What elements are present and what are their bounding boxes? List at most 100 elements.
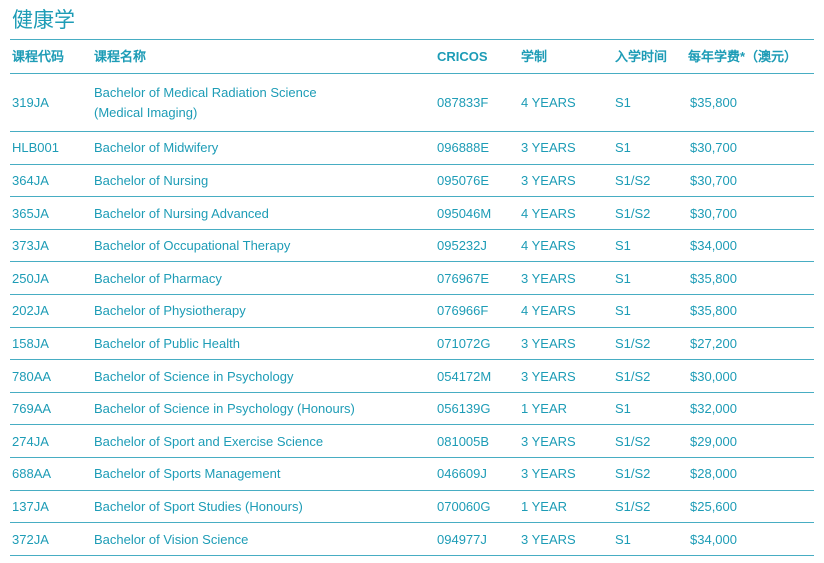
rule	[10, 39, 814, 40]
cell: 688AA	[12, 466, 52, 482]
cell: Bachelor of Science in Psychology	[94, 368, 294, 384]
rule	[10, 522, 814, 523]
column-header: 每年学费*（澳元）	[688, 49, 798, 64]
cell: $30,700	[690, 205, 737, 221]
rule	[10, 392, 814, 393]
cell: Bachelor of Nursing	[94, 172, 209, 188]
cell: 071072G	[437, 335, 491, 351]
cell: 054172M	[437, 368, 492, 384]
cell: S1/S2	[615, 466, 651, 482]
cell: $30,000	[690, 368, 737, 384]
cell: 4 YEARS	[521, 95, 576, 110]
cell: 274JA	[12, 433, 49, 449]
cell: S1	[615, 95, 631, 110]
cell: 1 YEAR	[521, 401, 568, 417]
cell: 081005B	[437, 433, 490, 449]
cell: $25,600	[690, 498, 737, 514]
cell: Bachelor of Nursing Advanced	[94, 205, 269, 221]
cell: 137JA	[12, 498, 49, 514]
column-header: CRICOS	[437, 49, 488, 64]
cell: Bachelor of Sports Management	[94, 466, 281, 482]
rule	[10, 229, 814, 230]
cell: $28,000	[690, 466, 737, 482]
rule	[10, 555, 814, 556]
cell: $34,000	[690, 531, 737, 547]
cell: S1	[615, 140, 631, 156]
cell: Bachelor of Vision Science	[94, 531, 249, 547]
cell: S1/S2	[615, 335, 651, 351]
cell: Bachelor of Science in Psychology (Honou…	[94, 401, 355, 417]
cell: $35,800	[690, 95, 737, 110]
cell: 4 YEARS	[521, 303, 576, 319]
cell: 070060G	[437, 498, 491, 514]
cell: Bachelor of Sport and Exercise Science	[94, 433, 324, 449]
column-header: 学制	[521, 49, 548, 64]
cell: 3 YEARS	[521, 172, 576, 188]
cell: 365JA	[12, 205, 49, 221]
cell: 158JA	[12, 335, 49, 351]
cell: S1	[615, 270, 631, 286]
cell: 250JA	[12, 270, 49, 286]
cell: 3 YEARS	[521, 531, 576, 547]
cell: 056139G	[437, 401, 491, 417]
rule	[10, 327, 814, 328]
cell: 202JA	[12, 303, 49, 319]
cell: S1/S2	[615, 433, 651, 449]
cell: 319JA	[12, 95, 49, 110]
cell: S1/S2	[615, 368, 651, 384]
column-header: 入学时间	[615, 49, 668, 64]
cell: Bachelor of Physiotherapy	[94, 303, 246, 319]
cell: $35,800	[690, 270, 737, 286]
cell: HLB001	[12, 140, 59, 156]
cell: 4 YEARS	[521, 238, 576, 254]
rule	[10, 261, 814, 262]
rule	[10, 457, 814, 458]
rule	[10, 164, 814, 165]
rule	[10, 294, 814, 295]
cell: 095076E	[437, 172, 490, 188]
column-header: 课程代码	[12, 49, 65, 64]
cell: 372JA	[12, 531, 49, 547]
cell: 3 YEARS	[521, 335, 576, 351]
cell: 087833F	[437, 95, 489, 110]
cell: Bachelor of Sport Studies (Honours)	[94, 498, 303, 514]
rule	[10, 131, 814, 132]
cell: 3 YEARS	[521, 466, 576, 482]
cell: Bachelor of Public Health	[94, 335, 240, 351]
cell: 096888E	[437, 140, 490, 156]
cell: 364JA	[12, 172, 49, 188]
cell: 3 YEARS	[521, 270, 576, 286]
cell: $30,700	[690, 172, 737, 188]
cell: Bachelor of Medical Radiation Science (M…	[94, 85, 317, 120]
cell: 769AA	[12, 401, 52, 417]
rule	[10, 424, 814, 425]
cell: Bachelor of Midwifery	[94, 140, 219, 156]
cell: 094977J	[437, 531, 487, 547]
cell: S1	[615, 303, 631, 319]
cell: 076966F	[437, 303, 489, 319]
cell: $34,000	[690, 238, 737, 254]
cell: Bachelor of Occupational Therapy	[94, 238, 291, 254]
cell: $29,000	[690, 433, 737, 449]
cell: $27,200	[690, 335, 737, 351]
cell: 3 YEARS	[521, 433, 576, 449]
cell: $35,800	[690, 303, 737, 319]
cell: $30,700	[690, 140, 737, 156]
cell: S1	[615, 531, 631, 547]
rule	[10, 359, 814, 360]
cell: S1/S2	[615, 205, 651, 221]
cell: 076967E	[437, 270, 490, 286]
cell: 095046M	[437, 205, 492, 221]
cell: 1 YEAR	[521, 498, 568, 514]
cell: S1	[615, 238, 631, 254]
cell: 373JA	[12, 238, 49, 254]
cell: S1	[615, 401, 631, 417]
column-header: 课程名称	[94, 49, 147, 64]
rule	[10, 490, 814, 491]
cell: 780AA	[12, 368, 52, 384]
cell: $32,000	[690, 401, 737, 417]
cell: 3 YEARS	[521, 368, 576, 384]
cell: 3 YEARS	[521, 140, 576, 156]
cell: 095232J	[437, 238, 487, 254]
